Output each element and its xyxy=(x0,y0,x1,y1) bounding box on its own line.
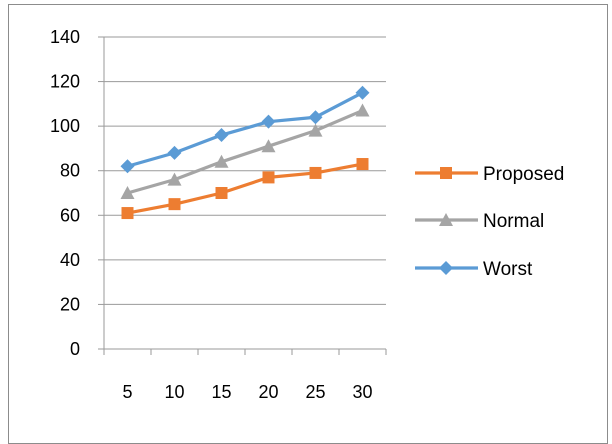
x-tick-label-5: 5 xyxy=(122,382,132,402)
legend-marker-worst xyxy=(439,261,453,275)
data-point-normal xyxy=(214,154,229,168)
data-point-normal xyxy=(120,186,135,199)
x-tick-label-15: 15 xyxy=(211,382,231,402)
series-group xyxy=(120,85,370,220)
x-tick-label-10: 10 xyxy=(164,382,184,402)
legend-marker-proposed xyxy=(440,167,452,179)
data-point-proposed xyxy=(215,187,228,199)
data-point-worst xyxy=(120,159,135,174)
data-point-worst xyxy=(355,85,370,100)
legend-item-proposed: Proposed xyxy=(415,164,564,185)
x-tick-label-25: 25 xyxy=(305,382,325,402)
data-point-worst xyxy=(308,110,323,125)
data-point-proposed xyxy=(356,158,369,171)
y-tick-label: 80 xyxy=(60,161,80,181)
line-chart: 0 20 40 60 80 100 120 140 5 10 15 20 25 30 Proposed No… xyxy=(50,27,564,402)
x-tick-label-20: 20 xyxy=(258,382,278,402)
y-tick-label: 140 xyxy=(50,27,80,47)
y-tick-label: 60 xyxy=(60,205,80,225)
data-point-proposed xyxy=(168,198,181,211)
legend: Proposed Normal Worst xyxy=(415,164,564,280)
data-point-proposed xyxy=(262,171,275,184)
x-tick-label-30: 30 xyxy=(352,382,372,402)
axes: 0 20 40 60 80 100 120 140 5 10 15 20 25 30 xyxy=(50,27,387,402)
data-point-proposed xyxy=(309,166,322,179)
series-line-proposed xyxy=(127,162,363,215)
y-tick-label: 120 xyxy=(50,72,80,92)
data-point-proposed xyxy=(121,207,134,220)
data-point-normal xyxy=(167,172,182,186)
chart-frame xyxy=(8,4,608,444)
data-point-worst xyxy=(214,128,229,143)
y-tick-label: 20 xyxy=(60,294,80,314)
legend-item-worst: Worst xyxy=(415,259,533,280)
legend-label-normal: Normal xyxy=(483,211,544,232)
data-point-normal xyxy=(261,139,276,153)
legend-label-proposed: Proposed xyxy=(483,164,564,185)
series-line-normal xyxy=(127,109,364,195)
data-point-normal xyxy=(355,103,370,117)
y-tick-label: 0 xyxy=(70,339,80,359)
series-line-worst xyxy=(127,91,364,168)
y-tick-label: 40 xyxy=(60,250,80,270)
data-point-worst xyxy=(261,114,276,129)
legend-marker-normal xyxy=(439,213,453,226)
gridlines xyxy=(104,36,386,305)
data-point-worst xyxy=(167,145,182,160)
data-point-normal xyxy=(308,123,323,137)
legend-item-normal: Normal xyxy=(415,211,544,232)
y-tick-label: 100 xyxy=(50,116,80,136)
legend-label-worst: Worst xyxy=(483,259,533,280)
